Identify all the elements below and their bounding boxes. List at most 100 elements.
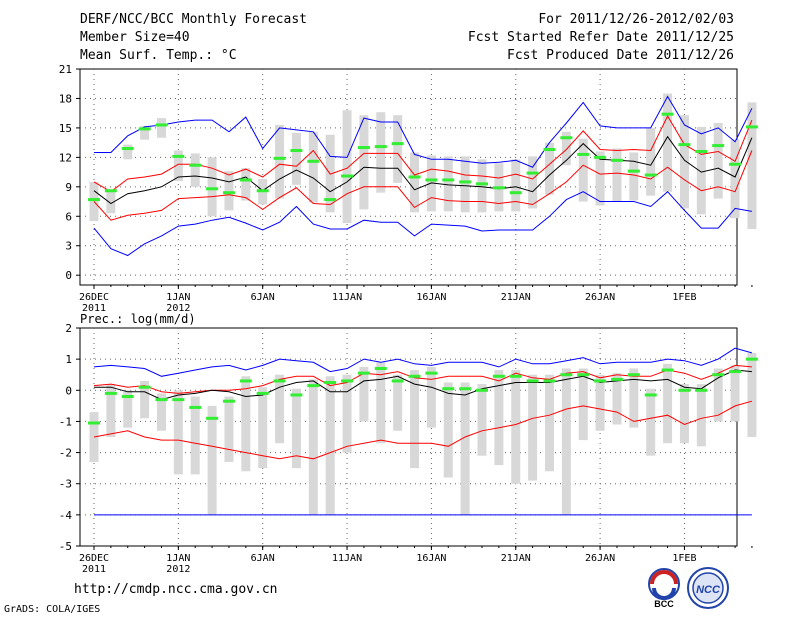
panel2-observed-mark: [594, 379, 607, 383]
panel2-spread-box: [494, 370, 504, 466]
panel2-observed-mark: [560, 373, 573, 377]
panel1-observed-mark: [678, 143, 691, 147]
panel1-spread-box: [713, 123, 723, 199]
panel1-spread-box: [123, 144, 133, 160]
panel1-observed-mark: [509, 191, 522, 195]
panel1-xtick-label: 11JAN: [332, 292, 362, 303]
panel2-spread-box: [696, 384, 706, 447]
panel1-spread-box: [646, 127, 656, 196]
panel2-observed-mark: [695, 388, 708, 392]
panel2-xtick-label: 16JAN: [416, 553, 446, 564]
panel1-observed-mark: [577, 152, 590, 156]
panel1-spread-box: [393, 115, 403, 183]
panel1-spread-box: [156, 118, 166, 138]
panel1-spread-box: [595, 151, 605, 206]
panel1-mean-line: [93, 135, 753, 205]
panel2-spread-box: [460, 382, 470, 515]
member-size: Member Size=40: [80, 30, 190, 45]
panel2-observed-mark: [324, 381, 337, 384]
panel2-observed-mark: [374, 366, 387, 370]
panel1-observed-mark: [543, 148, 556, 152]
panel1-spread-box: [275, 124, 285, 199]
panel2-spread-box: [224, 396, 234, 462]
source-url[interactable]: http://cmdp.ncc.cma.gov.cn: [74, 582, 278, 597]
panel2-spread-box: [106, 384, 116, 437]
panel2-spread-box: [156, 393, 166, 431]
panel2-observed-mark: [357, 371, 370, 375]
forecast-period: For 2011/12/26-2012/02/03: [538, 12, 734, 27]
panel1-xtick-label: 1JAN: [166, 292, 190, 303]
panel1-xtick-label: 16JAN: [416, 292, 446, 303]
panel2-lower-line: [93, 400, 753, 460]
panel1-observed-mark: [442, 178, 455, 182]
bcc-logo-text: BCC: [654, 599, 674, 609]
panel1-observed-mark: [425, 178, 438, 182]
bcc-logo: BCC: [648, 568, 680, 609]
panel2-spread-box: [123, 390, 133, 428]
panel1-observed-mark: [273, 156, 286, 160]
panel1-ytick-label: 6: [65, 210, 72, 223]
panel1-lower-line: [93, 150, 753, 221]
panel1-spread-box: [342, 110, 352, 224]
panel2-observed-mark: [88, 421, 100, 425]
panel1-observed-mark: [290, 148, 303, 152]
panel2-observed-mark: [543, 379, 556, 383]
panel2-xtick-year: 2012: [166, 564, 190, 575]
panel2-spread-box: [679, 384, 689, 444]
panel1-observed-mark: [492, 186, 505, 190]
panel1-ytick-label: 12: [59, 151, 72, 164]
panel1-spread-box: [578, 138, 588, 202]
panel2-ytick-label: -3: [59, 478, 72, 491]
panel1-observed-mark: [374, 145, 387, 149]
panel1-observed-mark: [104, 189, 117, 193]
panel1-ytick-label: 18: [59, 92, 72, 105]
panel2-spread-box: [595, 374, 605, 431]
panel2-xtick-label: 1FEB: [672, 553, 696, 564]
panel2-observed-mark: [138, 385, 151, 389]
panel1-observed-mark: [172, 154, 185, 158]
panel2-observed-mark: [121, 395, 134, 399]
panel2-spread-box: [544, 374, 554, 472]
panel1-observed-mark: [256, 189, 269, 193]
panel1-spread-box: [359, 115, 369, 210]
panel1-spread-box: [561, 131, 571, 166]
panel1-spread-box: [241, 168, 251, 201]
ncc-logo-text: NCC: [696, 584, 721, 596]
panel1-observed-mark: [239, 178, 252, 182]
panel2-spread-box: [291, 388, 301, 469]
panel1-observed-mark: [88, 198, 100, 202]
panel2-variable-label: Prec.: log(mm/d): [80, 312, 196, 326]
panel2-xtick-year: 2011: [82, 564, 106, 575]
panel2-observed-mark: [627, 373, 640, 377]
panel1-spread-box: [629, 152, 639, 201]
panel1-spread-box: [511, 159, 521, 212]
panel1-ytick-label: 9: [65, 181, 72, 194]
panel1-spread-box: [140, 125, 150, 140]
panel2-spread-box: [308, 379, 318, 515]
panel1-observed-mark: [644, 173, 657, 177]
variable-label-temp: Mean Surf. Temp.: °C: [80, 48, 237, 63]
panel1-spread-box: [477, 159, 487, 213]
panel1-observed-mark: [729, 162, 742, 166]
panel1-spread-box: [747, 102, 757, 230]
panel2-ytick-label: -5: [59, 540, 72, 553]
panel2-observed-mark: [222, 399, 235, 403]
panel1-observed-mark: [324, 198, 337, 202]
panel2-spread-box: [342, 374, 352, 453]
panel1-observed-mark: [357, 146, 370, 150]
panel1-spread-box: [663, 93, 673, 192]
panel2-observed-mark: [256, 391, 269, 395]
panel2-observed-mark: [644, 393, 657, 397]
panel2-ytick-label: 0: [65, 384, 72, 397]
panel2-xtick-label: 21JAN: [501, 553, 531, 564]
panel1-xtick-label: 6JAN: [251, 292, 275, 303]
panel2-spread-box: [511, 370, 521, 484]
panel2-observed-mark: [155, 398, 168, 402]
panel1-spread-box: [612, 148, 622, 202]
panel2-observed-mark: [661, 368, 674, 372]
panel1-spread-box: [696, 126, 706, 215]
panel1-xtick-year: 2011: [82, 303, 106, 314]
panel1-observed-mark: [695, 149, 708, 153]
panel2-ytick-label: -1: [59, 415, 72, 428]
